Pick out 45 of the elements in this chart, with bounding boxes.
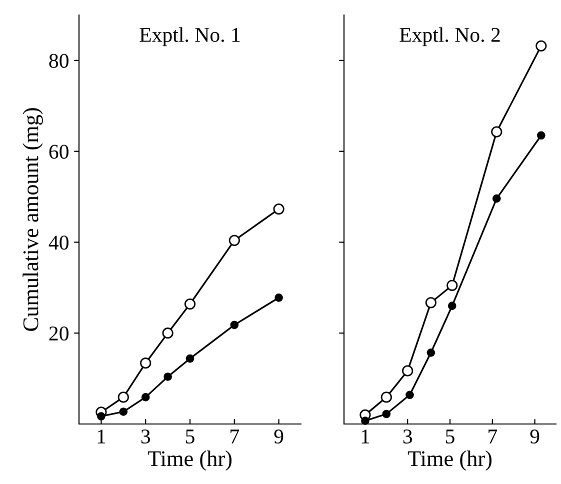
y-tick-label: 40 [48, 236, 68, 250]
x-axis-title: Time (hr) [408, 450, 492, 471]
x-tick-label: 7 [488, 430, 498, 444]
x-tick-label: 5 [446, 430, 454, 444]
point [536, 40, 547, 52]
point [492, 194, 501, 203]
point [184, 298, 196, 310]
point [118, 392, 129, 403]
point [361, 416, 370, 425]
point [228, 234, 240, 246]
x-tick-label: 7 [230, 430, 240, 444]
point [273, 203, 284, 215]
x-tick-label: 3 [403, 430, 412, 444]
x-tick-label: 3 [141, 430, 150, 444]
point [119, 408, 128, 416]
point [536, 131, 546, 140]
x-axis-title: Time (hr) [148, 450, 232, 471]
x-tick-label: 1 [362, 430, 370, 444]
y-axis-title: Cumulative amount (mg) [22, 108, 43, 331]
point [426, 348, 436, 357]
point [230, 320, 239, 330]
text: Exptl. No. 2 [400, 27, 500, 46]
point [446, 280, 458, 291]
point [448, 302, 456, 310]
x-tick-label: 9 [274, 430, 284, 444]
x-tick-label: 9 [530, 430, 540, 444]
point [382, 410, 391, 418]
point [186, 354, 194, 363]
point [406, 390, 414, 400]
point [140, 358, 152, 369]
y-tick-label: 80 [49, 54, 68, 68]
point [491, 126, 502, 138]
y-tick-label: 60 [49, 144, 68, 159]
point [425, 297, 436, 308]
point [274, 293, 283, 302]
point [97, 412, 106, 420]
point [162, 328, 174, 339]
text: Exptl. No. 1 [140, 27, 240, 46]
point [164, 372, 172, 381]
point [380, 392, 392, 403]
point [402, 365, 414, 376]
y-tick-label: 20 [49, 326, 68, 341]
point [141, 393, 150, 402]
x-tick-label: 5 [186, 430, 194, 444]
x-tick-label: 1 [98, 430, 106, 444]
